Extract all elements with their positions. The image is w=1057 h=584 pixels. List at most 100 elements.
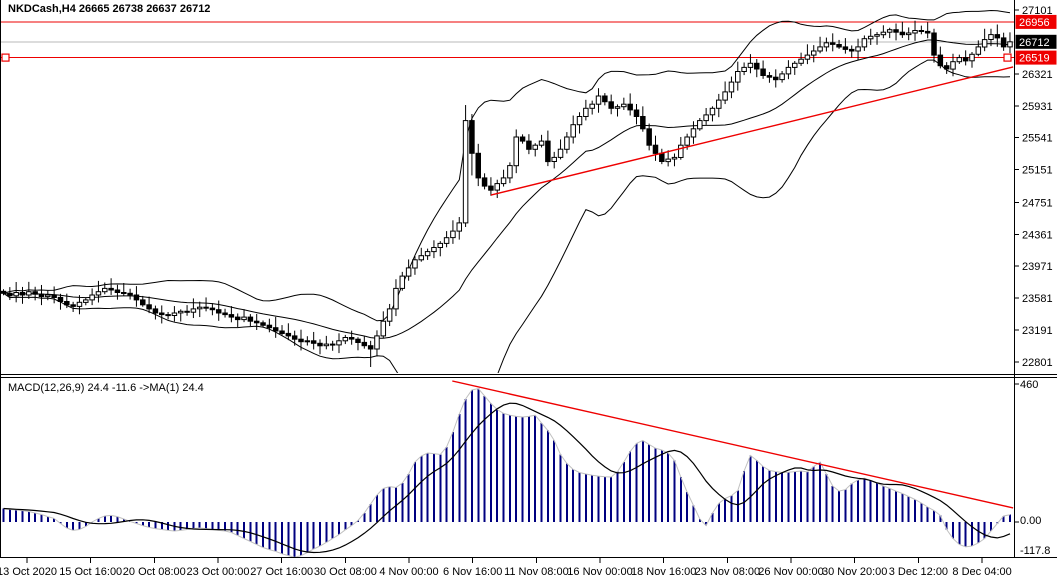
- macd-bar: [857, 480, 859, 522]
- y-axis-tick-label: 27101: [1022, 5, 1053, 17]
- x-axis-label: 13 Oct 2020: [0, 566, 57, 578]
- macd-bar: [527, 416, 530, 522]
- macd-bar: [502, 413, 505, 522]
- macd-bar: [863, 478, 866, 522]
- line-selection-handles[interactable]: [1, 53, 1012, 62]
- candle-body: [209, 307, 216, 311]
- macd-trendline[interactable]: [452, 380, 1014, 509]
- x-axis-label: 20 Oct 08:00: [123, 566, 186, 578]
- macd-bar: [350, 522, 353, 526]
- line-handle-right[interactable]: [1003, 53, 1012, 62]
- candle-body: [595, 95, 602, 105]
- macd-bar: [654, 448, 657, 522]
- macd-trendline-resistance[interactable]: [452, 380, 1014, 509]
- candle-body: [215, 309, 222, 314]
- macd-bar: [743, 471, 746, 522]
- macd-bar: [971, 522, 973, 546]
- candle-body: [500, 177, 507, 185]
- macd-bar: [508, 415, 511, 522]
- macd-bar: [559, 454, 562, 522]
- candle-body: [962, 57, 969, 62]
- macd-bar: [768, 470, 771, 522]
- macd-lines: [3, 387, 1011, 557]
- macd-bar: [27, 511, 30, 522]
- trendline-support[interactable]: [490, 66, 1014, 196]
- candle-body: [184, 310, 190, 313]
- macd-bar: [667, 453, 670, 522]
- candle-body: [950, 61, 956, 70]
- candle-body: [89, 294, 95, 301]
- macd-bar: [262, 522, 264, 548]
- line-handle-left[interactable]: [1, 53, 10, 62]
- candle-body: [393, 287, 399, 310]
- macd-bar: [477, 388, 480, 522]
- candle-body: [735, 71, 741, 83]
- macd-bar: [78, 522, 81, 530]
- candle-body: [728, 81, 735, 93]
- macd-bar: [578, 472, 581, 522]
- macd-bar: [306, 522, 309, 553]
- candle-body: [804, 54, 811, 60]
- candlesticks: [1, 20, 1013, 367]
- candle-body: [519, 136, 526, 142]
- candle-body: [133, 294, 140, 301]
- macd-bar: [565, 463, 568, 522]
- level-price-label: [1015, 14, 1057, 29]
- macd-bar: [724, 498, 727, 522]
- macd-bar: [65, 522, 68, 528]
- candle-body: [602, 95, 608, 103]
- macd-bar: [534, 415, 537, 522]
- macd-bar: [736, 490, 739, 522]
- candle-body: [557, 148, 564, 158]
- candle-body: [367, 345, 374, 350]
- candle-body: [57, 296, 64, 302]
- candle-body: [855, 46, 861, 52]
- macd-bar: [990, 522, 992, 531]
- candle-body: [709, 107, 716, 116]
- macd-bar: [958, 522, 961, 545]
- macd-bar: [850, 483, 853, 522]
- y-axis-tick-label: 26321: [1022, 69, 1053, 81]
- macd-bar: [597, 476, 600, 522]
- time-axis[interactable]: 13 Oct 2020 15 Oct 16:00 20 Oct 08:00 23 Oc…: [0, 558, 1012, 578]
- macd-bar: [844, 489, 847, 522]
- y-axis-tick-label: 22801: [1022, 357, 1053, 369]
- price-axis[interactable]: 27101 26321 25931 25541 25151 24751 24361 23971…: [1014, 5, 1053, 369]
- candle-body: [621, 103, 627, 108]
- y-axis-tick-label: 25541: [1022, 133, 1053, 145]
- macd-bar: [933, 510, 935, 522]
- macd-bar: [635, 443, 638, 522]
- candle-body: [678, 144, 684, 158]
- candle-body: [450, 230, 456, 239]
- candle-body: [437, 242, 444, 248]
- candle-body: [931, 32, 937, 56]
- candle-body: [703, 114, 709, 122]
- macd-bar: [895, 491, 897, 522]
- candle-body: [13, 292, 19, 297]
- candle-body: [159, 312, 165, 316]
- macd-bar: [338, 522, 340, 535]
- candle-body: [424, 251, 431, 257]
- x-axis-label: 6 Nov 16:00: [443, 566, 502, 578]
- candle-body: [196, 306, 203, 310]
- candle-body: [994, 34, 1001, 39]
- candle-body: [956, 57, 963, 63]
- macd-bar: [705, 522, 708, 526]
- macd-bar: [344, 522, 347, 530]
- candle-body: [431, 247, 437, 253]
- main-trendline[interactable]: [490, 66, 1014, 196]
- candle-body: [741, 66, 747, 73]
- macd-bar: [825, 474, 828, 522]
- middle-band: [3, 39, 1011, 339]
- candle-body: [671, 156, 678, 160]
- candle-body: [943, 65, 950, 70]
- candle-body: [203, 306, 209, 309]
- candle-body: [627, 103, 633, 111]
- macd-bar: [395, 487, 397, 522]
- macd-bar: [616, 471, 619, 522]
- candle-body: [374, 335, 380, 350]
- macd-bar: [698, 519, 701, 522]
- macd-bar: [1009, 514, 1011, 522]
